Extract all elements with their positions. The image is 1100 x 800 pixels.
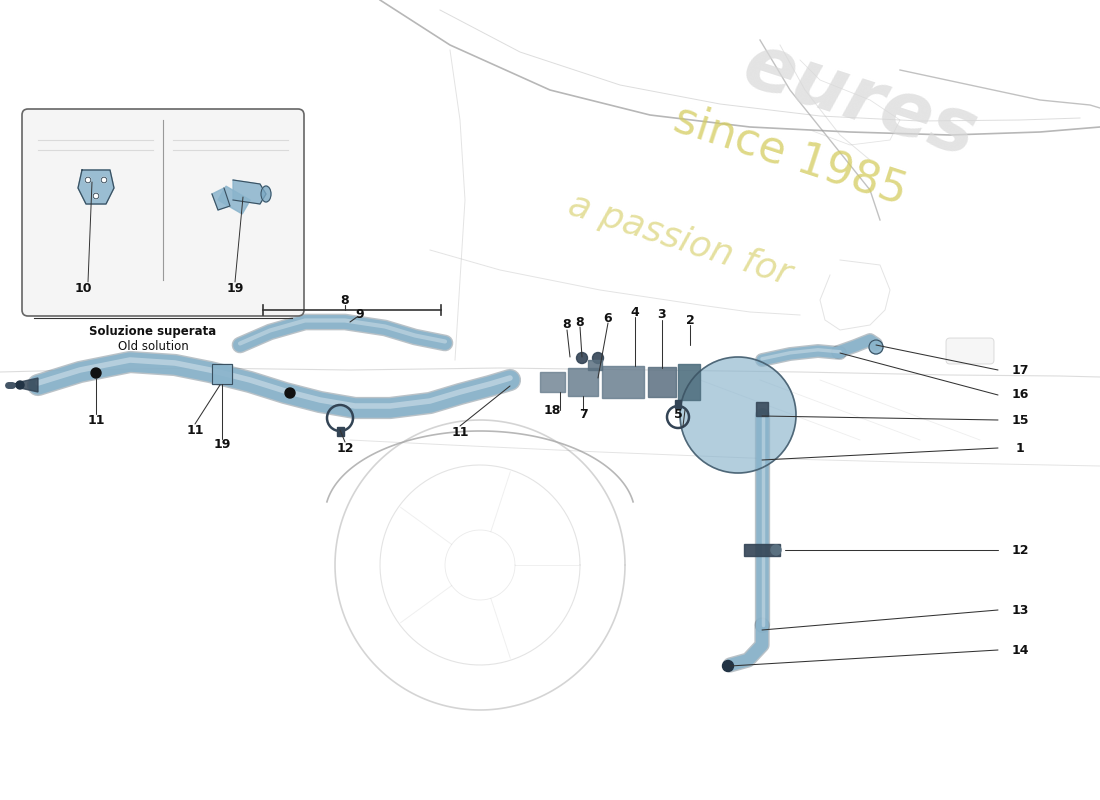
Circle shape [16,381,24,389]
Polygon shape [233,180,266,204]
Ellipse shape [261,186,271,202]
Text: 11: 11 [186,423,204,437]
Text: 13: 13 [1011,603,1028,617]
Text: 8: 8 [563,318,571,331]
Text: 11: 11 [87,414,104,426]
Text: 19: 19 [227,282,244,294]
Text: 12: 12 [337,442,354,454]
Bar [337,427,344,436]
Bar [756,402,768,416]
Circle shape [91,368,101,378]
Text: 4: 4 [630,306,639,318]
Circle shape [94,194,99,198]
Text: since 1985: since 1985 [668,97,912,213]
FancyBboxPatch shape [22,109,304,316]
Text: a passion for: a passion for [564,188,796,292]
Text: 10: 10 [75,282,91,294]
Text: 1: 1 [1015,442,1024,454]
Bar [568,368,598,396]
Text: 9: 9 [355,307,364,321]
Circle shape [85,178,91,182]
Text: 7: 7 [579,409,587,422]
Circle shape [593,353,604,363]
Bar [588,360,602,370]
Bar [218,186,250,214]
Bar [602,366,644,398]
Text: 5: 5 [673,409,682,422]
Text: 19: 19 [213,438,231,451]
Circle shape [771,545,781,555]
Circle shape [723,661,734,671]
Bar [540,372,565,392]
Text: eures: eures [734,27,986,173]
Circle shape [680,357,796,473]
Bar [675,400,681,408]
Text: 6: 6 [604,311,613,325]
Bar [678,364,700,400]
Text: Soluzione superata: Soluzione superata [89,326,217,338]
Polygon shape [212,188,230,210]
Bar [744,544,780,556]
Bar [212,364,232,384]
Text: 8: 8 [575,315,584,329]
Bar [212,364,232,384]
Text: 12: 12 [1011,543,1028,557]
Circle shape [285,388,295,398]
Text: 11: 11 [451,426,469,438]
Circle shape [101,178,107,182]
Text: 8: 8 [341,294,350,306]
Text: 14: 14 [1011,643,1028,657]
Text: 18: 18 [543,403,561,417]
FancyBboxPatch shape [946,338,994,364]
Text: 3: 3 [658,309,667,322]
Circle shape [869,340,883,354]
Bar [648,367,676,397]
Text: 17: 17 [1011,363,1028,377]
Text: 16: 16 [1011,389,1028,402]
Text: Old solution: Old solution [118,339,188,353]
Circle shape [576,353,587,363]
Text: 15: 15 [1011,414,1028,426]
Polygon shape [20,378,38,392]
Text: 2: 2 [685,314,694,326]
Polygon shape [78,170,114,204]
